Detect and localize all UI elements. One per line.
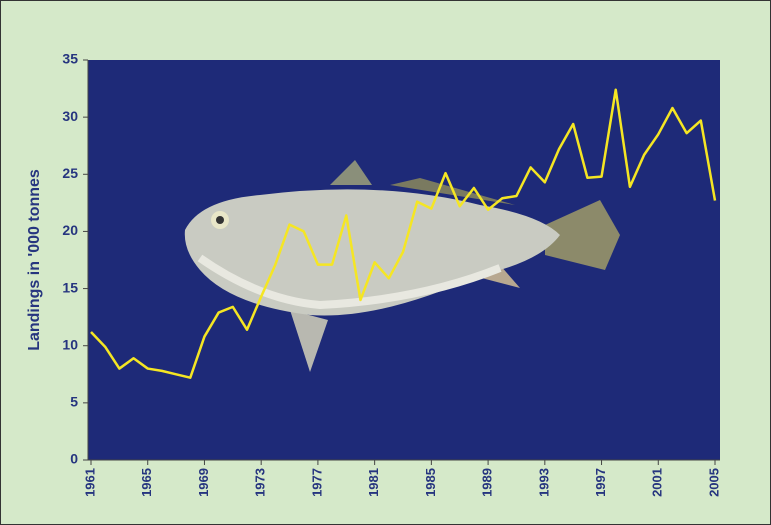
y-tick-label: 25 xyxy=(62,165,78,181)
y-tick-label: 10 xyxy=(62,336,78,352)
x-tick-label: 1997 xyxy=(593,468,608,497)
x-tick-label: 1965 xyxy=(139,468,154,497)
y-tick-label: 15 xyxy=(62,279,78,295)
y-axis-label: Landings in '000 tonnes xyxy=(26,169,43,351)
x-tick-label: 1977 xyxy=(309,468,324,497)
x-tick-label: 2001 xyxy=(650,468,665,497)
y-tick-label: 30 xyxy=(62,108,78,124)
x-tick-label: 1985 xyxy=(423,468,438,497)
x-tick-label: 1961 xyxy=(82,468,97,497)
y-tick-label: 0 xyxy=(70,451,78,467)
x-tick-label: 1981 xyxy=(366,468,381,497)
x-tick-label: 1973 xyxy=(253,468,268,497)
data-line xyxy=(90,88,717,379)
y-tick-label: 35 xyxy=(62,51,78,67)
y-tick-label: 20 xyxy=(62,222,78,238)
x-tick-label: 1969 xyxy=(196,468,211,497)
x-tick-label: 1993 xyxy=(536,468,551,497)
x-tick-label: 2005 xyxy=(706,468,721,497)
x-tick-label: 1989 xyxy=(480,468,495,497)
y-tick-label: 5 xyxy=(70,394,78,410)
